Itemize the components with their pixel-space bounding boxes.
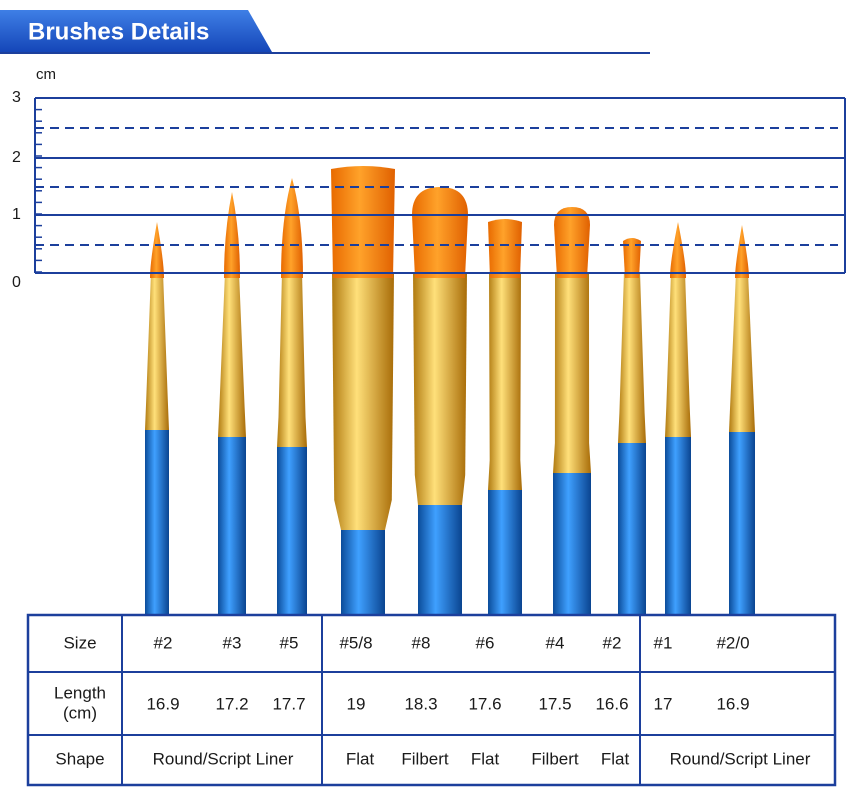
size-cell: #1 <box>654 633 673 652</box>
length-cell: 16.9 <box>146 694 179 713</box>
brush-handle <box>729 432 755 615</box>
brush-tip <box>224 192 240 278</box>
size-cell: #2 <box>603 633 622 652</box>
header: Brushes Details <box>0 10 650 54</box>
brush-ferrule <box>618 272 646 443</box>
size-cell: #4 <box>546 633 565 652</box>
scale-label: 2 <box>12 149 21 166</box>
length-cell: 18.3 <box>404 694 437 713</box>
shape-cell: Flat <box>346 749 375 768</box>
size-cell: #5 <box>280 633 299 652</box>
row-label: Length <box>54 683 106 702</box>
brush-tip <box>623 238 641 278</box>
length-cell: 16.6 <box>595 694 628 713</box>
shape-cell: Flat <box>601 749 630 768</box>
shape-cell: Filbert <box>401 749 449 768</box>
brush-handle <box>341 530 385 615</box>
brush-handle <box>277 447 307 615</box>
size-cell: #5/8 <box>339 633 372 652</box>
brush-ferrule <box>665 272 691 437</box>
brush-tip <box>281 178 303 278</box>
length-cell: 17.5 <box>538 694 571 713</box>
row-label: Size <box>63 633 96 652</box>
scale-label: 3 <box>12 89 21 106</box>
length-cell: 17.6 <box>468 694 501 713</box>
size-cell: #8 <box>412 633 431 652</box>
brush-handle <box>553 473 591 615</box>
scale-label: 0 <box>12 274 21 291</box>
brush-ferrule <box>488 272 522 490</box>
brush-tip <box>554 207 590 278</box>
header-title: Brushes Details <box>28 18 209 45</box>
size-cell: #6 <box>476 633 495 652</box>
scale-label: 1 <box>12 206 21 223</box>
brushes <box>145 166 755 615</box>
brush-handle <box>418 505 462 615</box>
length-cell: 17 <box>654 694 673 713</box>
brush-tip <box>488 219 522 278</box>
header-banner <box>0 10 272 52</box>
shape-cell: Filbert <box>531 749 579 768</box>
brush-ferrule <box>218 272 246 437</box>
brush-ferrule <box>332 272 394 530</box>
brush-handle <box>488 490 522 615</box>
brush-tip <box>331 166 395 278</box>
brush-ferrule <box>553 272 591 473</box>
size-cell: #2/0 <box>716 633 749 652</box>
brush-tip <box>735 225 749 278</box>
shape-cell: Round/Script Liner <box>670 749 811 768</box>
brush-handle <box>665 437 691 615</box>
brush-tip <box>150 222 164 278</box>
length-cell: 19 <box>347 694 366 713</box>
length-cell: 17.7 <box>272 694 305 713</box>
scale: cm 3 2 1 0 <box>12 66 846 291</box>
row-label: Shape <box>55 749 104 768</box>
brush-ferrule <box>413 272 467 505</box>
length-cell: 17.2 <box>215 694 248 713</box>
brush-handle <box>618 443 646 615</box>
brush-ferrule <box>145 272 169 430</box>
row-label: (cm) <box>63 703 97 722</box>
table: Size Length(cm) Shape #2 #3 #5 #5/8 #8 #6 #4 #2 #1 #… <box>26 613 837 787</box>
brush-ferrule <box>729 272 755 432</box>
length-cell: 16.9 <box>716 694 749 713</box>
brush-tip <box>670 222 686 278</box>
scale-unit: cm <box>36 66 56 83</box>
brush-ferrule <box>277 272 307 447</box>
shape-cell: Round/Script Liner <box>153 749 294 768</box>
size-cell: #2 <box>154 633 173 652</box>
brush-handle <box>145 430 169 615</box>
size-cell: #3 <box>223 633 242 652</box>
brush-handle <box>218 437 246 615</box>
table-border <box>26 613 837 787</box>
brush-tip <box>412 187 468 278</box>
shape-cell: Flat <box>471 749 500 768</box>
